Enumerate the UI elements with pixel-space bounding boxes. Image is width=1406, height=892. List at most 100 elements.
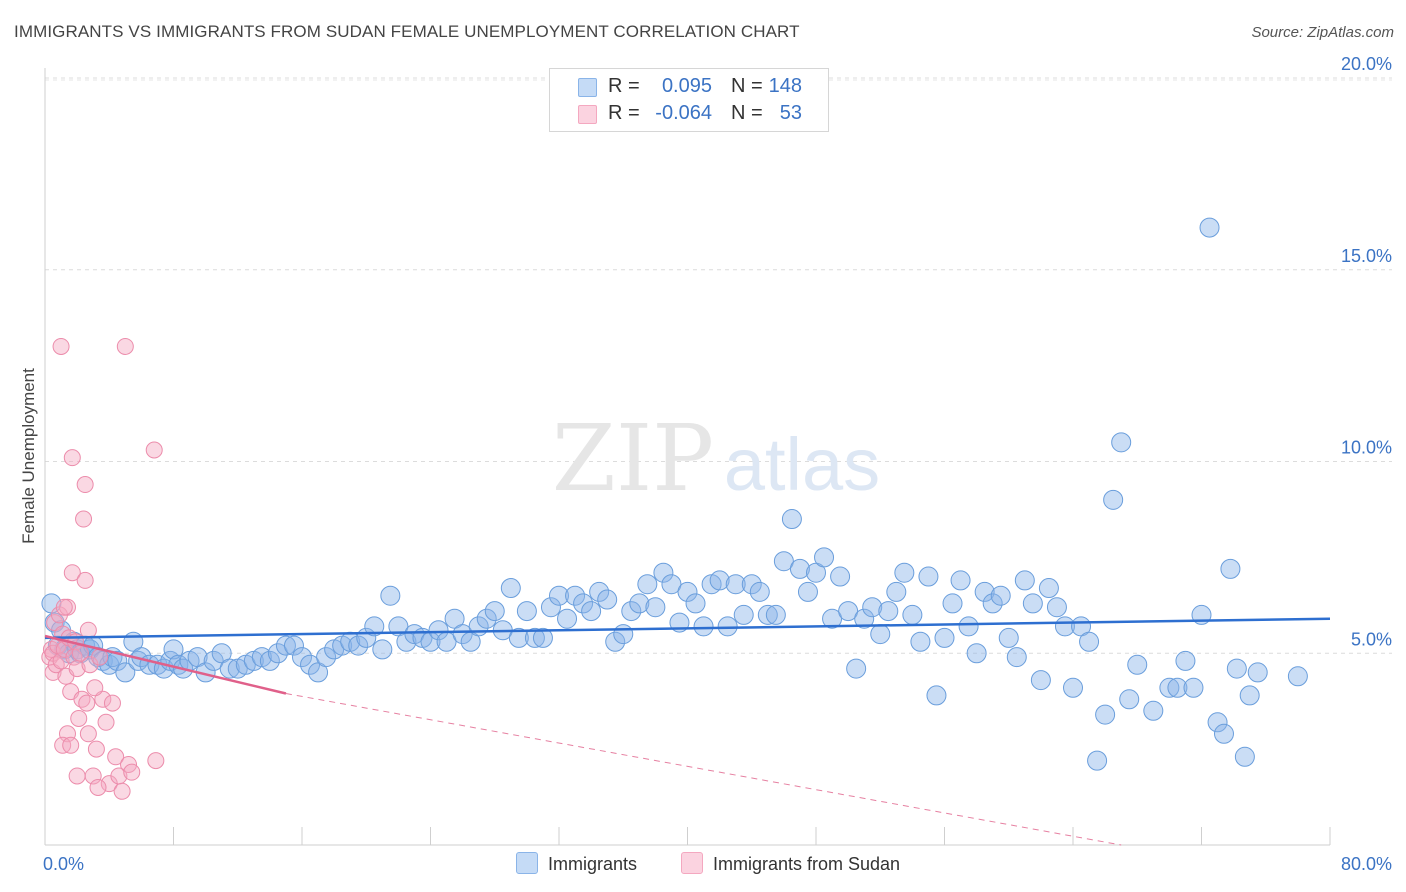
point-immigrants	[974, 581, 995, 602]
point-sudan	[116, 337, 134, 355]
chart-source: Source: ZipAtlas.com	[1251, 24, 1394, 41]
point-immigrants	[926, 685, 947, 706]
point-sudan	[76, 571, 94, 589]
point-immigrants	[902, 604, 923, 625]
point-sudan	[75, 510, 93, 528]
point-immigrants	[870, 624, 891, 645]
point-immigrants	[1006, 647, 1027, 668]
point-immigrants	[532, 627, 553, 648]
correlation-legend: R = 0.095 N = 148 R = -0.064 N = 53	[549, 68, 829, 132]
point-sudan	[70, 709, 88, 727]
point-immigrants	[693, 616, 714, 637]
point-immigrants	[1087, 750, 1108, 771]
point-immigrants	[1014, 570, 1035, 591]
legend-n-label: N =	[731, 102, 763, 124]
point-immigrants	[733, 604, 754, 625]
point-immigrants	[725, 574, 746, 595]
legend-r-value: -0.064	[655, 102, 712, 124]
point-immigrants	[1079, 631, 1100, 652]
point-immigrants	[838, 601, 859, 622]
point-sudan	[147, 752, 165, 770]
point-immigrants	[1167, 677, 1188, 698]
point-sudan	[62, 736, 80, 754]
point-sudan	[79, 725, 97, 743]
point-immigrants	[1022, 593, 1043, 614]
legend-n-label: N =	[731, 75, 763, 97]
point-immigrants	[259, 650, 280, 671]
point-immigrants	[380, 585, 401, 606]
point-immigrants	[621, 601, 642, 622]
point-immigrants	[757, 604, 778, 625]
x-tick-label: 80.0%	[1341, 854, 1392, 874]
point-immigrants	[653, 562, 674, 583]
point-sudan	[52, 337, 70, 355]
point-sudan	[113, 782, 131, 800]
point-sudan	[78, 694, 96, 712]
point-immigrants	[1287, 666, 1308, 687]
point-sudan	[107, 748, 125, 766]
point-immigrants	[1234, 746, 1255, 767]
point-immigrants	[203, 650, 224, 671]
series-legend-immigrants[interactable]: Immigrants	[516, 852, 637, 875]
point-immigrants	[300, 654, 321, 675]
point-immigrants	[846, 658, 867, 679]
point-immigrants	[557, 608, 578, 629]
point-immigrants	[1046, 597, 1067, 618]
watermark-atlas: atlas	[724, 423, 880, 506]
point-immigrants	[1111, 432, 1132, 453]
y-tick-label: 20.0%	[1341, 54, 1392, 74]
point-immigrants	[741, 574, 762, 595]
legend-swatch-immigrants	[578, 78, 597, 97]
point-immigrants	[1103, 489, 1124, 510]
point-immigrants	[283, 635, 304, 656]
point-immigrants	[894, 562, 915, 583]
point-sudan	[55, 598, 73, 616]
point-immigrants	[1030, 670, 1051, 691]
point-sudan	[87, 740, 105, 758]
y-tick-label: 15.0%	[1341, 246, 1392, 266]
point-immigrants	[1239, 685, 1260, 706]
point-immigrants	[348, 635, 369, 656]
legend-row-sudan: R = -0.064 N = 53	[550, 102, 828, 126]
point-immigrants	[765, 604, 786, 625]
point-immigrants	[267, 643, 288, 664]
point-immigrants	[1095, 704, 1116, 725]
point-immigrants	[789, 558, 810, 579]
y-tick-label: 10.0%	[1341, 438, 1392, 458]
point-sudan	[79, 621, 97, 639]
point-immigrants	[364, 616, 385, 637]
point-immigrants	[573, 593, 594, 614]
data-points	[41, 217, 1308, 800]
legend-n-value: 53	[779, 102, 802, 124]
point-immigrants	[822, 608, 843, 629]
point-immigrants	[1220, 558, 1241, 579]
point-immigrants	[428, 620, 449, 641]
x-tick-label: 0.0%	[43, 854, 84, 874]
point-immigrants	[830, 566, 851, 587]
y-tick-label: 5.0%	[1351, 629, 1392, 649]
point-immigrants	[918, 566, 939, 587]
point-immigrants	[1127, 654, 1148, 675]
point-immigrants	[685, 593, 706, 614]
point-immigrants	[476, 608, 497, 629]
point-immigrants	[982, 593, 1003, 614]
series-legend-sudan[interactable]: Immigrants from Sudan	[681, 852, 900, 875]
point-immigrants	[597, 589, 618, 610]
point-immigrants	[452, 624, 473, 645]
point-sudan	[68, 767, 86, 785]
chart-title: IMMIGRANTS VS IMMIGRANTS FROM SUDAN FEMA…	[14, 22, 800, 41]
point-sudan	[89, 778, 107, 796]
watermark: ZIP atlas	[552, 405, 880, 512]
point-immigrants	[862, 597, 883, 618]
point-immigrants	[886, 581, 907, 602]
point-immigrants	[549, 585, 569, 606]
point-immigrants	[677, 581, 698, 602]
point-immigrants	[316, 647, 337, 668]
legend-n-value: 148	[768, 75, 802, 97]
grid-lines	[45, 77, 1392, 654]
point-immigrants	[1175, 650, 1196, 671]
point-immigrants	[1213, 723, 1234, 744]
point-immigrants	[966, 643, 987, 664]
point-immigrants	[910, 631, 931, 652]
